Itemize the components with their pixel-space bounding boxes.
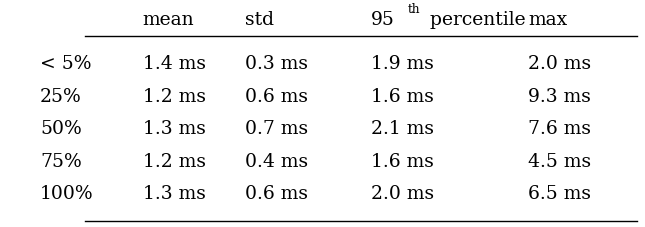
- Text: 75%: 75%: [40, 153, 82, 171]
- Text: mean: mean: [143, 12, 194, 30]
- Text: 0.3 ms: 0.3 ms: [246, 55, 308, 73]
- Text: 1.6 ms: 1.6 ms: [371, 153, 433, 171]
- Text: 4.5 ms: 4.5 ms: [528, 153, 591, 171]
- Text: 1.3 ms: 1.3 ms: [143, 120, 206, 138]
- Text: < 5%: < 5%: [40, 55, 92, 73]
- Text: 0.7 ms: 0.7 ms: [246, 120, 308, 138]
- Text: 1.2 ms: 1.2 ms: [143, 88, 206, 106]
- Text: 2.0 ms: 2.0 ms: [371, 185, 434, 203]
- Text: 95: 95: [371, 12, 395, 30]
- Text: 1.4 ms: 1.4 ms: [143, 55, 206, 73]
- Text: 6.5 ms: 6.5 ms: [528, 185, 591, 203]
- Text: 2.1 ms: 2.1 ms: [371, 120, 433, 138]
- Text: 0.4 ms: 0.4 ms: [246, 153, 308, 171]
- Text: percentile: percentile: [424, 12, 526, 30]
- Text: 0.6 ms: 0.6 ms: [246, 88, 308, 106]
- Text: 1.9 ms: 1.9 ms: [371, 55, 433, 73]
- Text: std: std: [246, 12, 274, 30]
- Text: 100%: 100%: [40, 185, 94, 203]
- Text: 1.2 ms: 1.2 ms: [143, 153, 206, 171]
- Text: th: th: [407, 3, 420, 16]
- Text: 7.6 ms: 7.6 ms: [528, 120, 591, 138]
- Text: 50%: 50%: [40, 120, 82, 138]
- Text: 0.6 ms: 0.6 ms: [246, 185, 308, 203]
- Text: 1.6 ms: 1.6 ms: [371, 88, 433, 106]
- Text: 25%: 25%: [40, 88, 82, 106]
- Text: 9.3 ms: 9.3 ms: [528, 88, 591, 106]
- Text: 1.3 ms: 1.3 ms: [143, 185, 206, 203]
- Text: max: max: [528, 12, 567, 30]
- Text: 2.0 ms: 2.0 ms: [528, 55, 591, 73]
